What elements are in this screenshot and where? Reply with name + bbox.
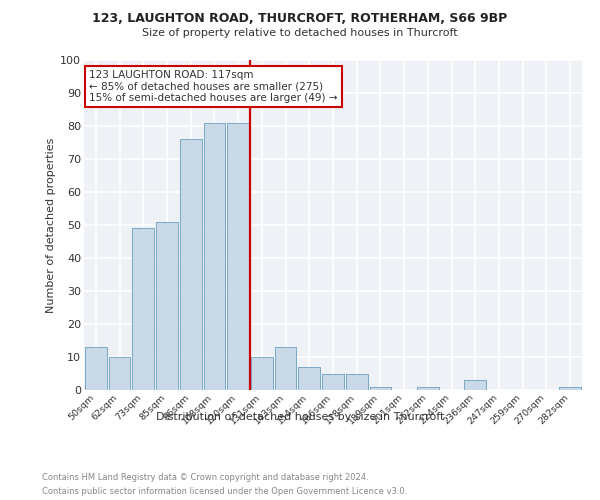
Bar xyxy=(180,139,202,390)
Bar xyxy=(322,374,344,390)
Text: Distribution of detached houses by size in Thurcroft: Distribution of detached houses by size … xyxy=(156,412,444,422)
Bar xyxy=(133,228,154,390)
Bar xyxy=(180,139,202,390)
Y-axis label: Number of detached properties: Number of detached properties xyxy=(46,138,56,312)
Bar xyxy=(346,374,368,390)
Bar xyxy=(298,367,320,390)
Bar xyxy=(109,357,130,390)
Bar xyxy=(559,386,581,390)
Bar xyxy=(346,374,368,390)
Text: Contains public sector information licensed under the Open Government Licence v3: Contains public sector information licen… xyxy=(42,488,407,496)
Bar xyxy=(203,122,226,390)
Text: 123 LAUGHTON ROAD: 117sqm
← 85% of detached houses are smaller (275)
15% of semi: 123 LAUGHTON ROAD: 117sqm ← 85% of detac… xyxy=(89,70,337,103)
Bar xyxy=(156,222,178,390)
Bar xyxy=(133,228,154,390)
Bar xyxy=(227,122,249,390)
Bar xyxy=(85,347,107,390)
Bar xyxy=(85,347,107,390)
Bar xyxy=(322,374,344,390)
Bar xyxy=(417,386,439,390)
Bar xyxy=(298,367,320,390)
Bar xyxy=(370,386,391,390)
Bar xyxy=(464,380,486,390)
Text: 123, LAUGHTON ROAD, THURCROFT, ROTHERHAM, S66 9BP: 123, LAUGHTON ROAD, THURCROFT, ROTHERHAM… xyxy=(92,12,508,26)
Bar xyxy=(156,222,178,390)
Bar xyxy=(370,386,391,390)
Bar xyxy=(251,357,273,390)
Bar xyxy=(559,386,581,390)
Bar xyxy=(203,122,226,390)
Bar xyxy=(275,347,296,390)
Text: Size of property relative to detached houses in Thurcroft: Size of property relative to detached ho… xyxy=(142,28,458,38)
Bar xyxy=(275,347,296,390)
Bar xyxy=(227,122,249,390)
Bar xyxy=(417,386,439,390)
Text: Contains HM Land Registry data © Crown copyright and database right 2024.: Contains HM Land Registry data © Crown c… xyxy=(42,472,368,482)
Bar xyxy=(464,380,486,390)
Bar xyxy=(109,357,130,390)
Bar xyxy=(251,357,273,390)
